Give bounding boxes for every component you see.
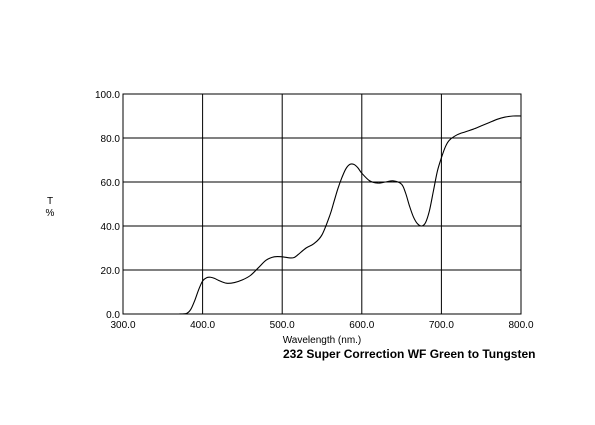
x-tick-label: 400.0 <box>190 320 215 331</box>
transmission-curve <box>178 115 522 315</box>
chart-title: 232 Super Correction WF Green to Tungste… <box>283 347 535 361</box>
y-tick-label: 60.0 <box>101 178 121 189</box>
x-tick-label: 300.0 <box>110 320 135 331</box>
y-tick-label: 100.0 <box>95 90 120 101</box>
y-tick-label: 80.0 <box>101 134 121 145</box>
x-tick-label: 600.0 <box>349 320 374 331</box>
x-tick-labels: 300.0 400.0 500.0 600.0 700.0 800.0 <box>110 320 533 331</box>
y-tick-label: 20.0 <box>101 266 121 277</box>
y-tick-label: 0.0 <box>106 310 120 321</box>
x-axis-label: Wavelength (nm.) <box>283 335 362 346</box>
x-tick-label: 700.0 <box>429 320 454 331</box>
plot-area-frame <box>122 93 522 315</box>
x-tick-label: 500.0 <box>270 320 295 331</box>
x-tick-label: 800.0 <box>508 320 533 331</box>
y-axis-label-line2: % <box>46 208 55 219</box>
series-layer <box>178 115 522 315</box>
grid-lines <box>122 93 522 315</box>
y-axis-label-line1: T <box>47 196 53 207</box>
y-tick-label: 40.0 <box>101 222 121 233</box>
y-tick-labels: 0.0 20.0 40.0 60.0 80.0 100.0 <box>95 90 120 321</box>
